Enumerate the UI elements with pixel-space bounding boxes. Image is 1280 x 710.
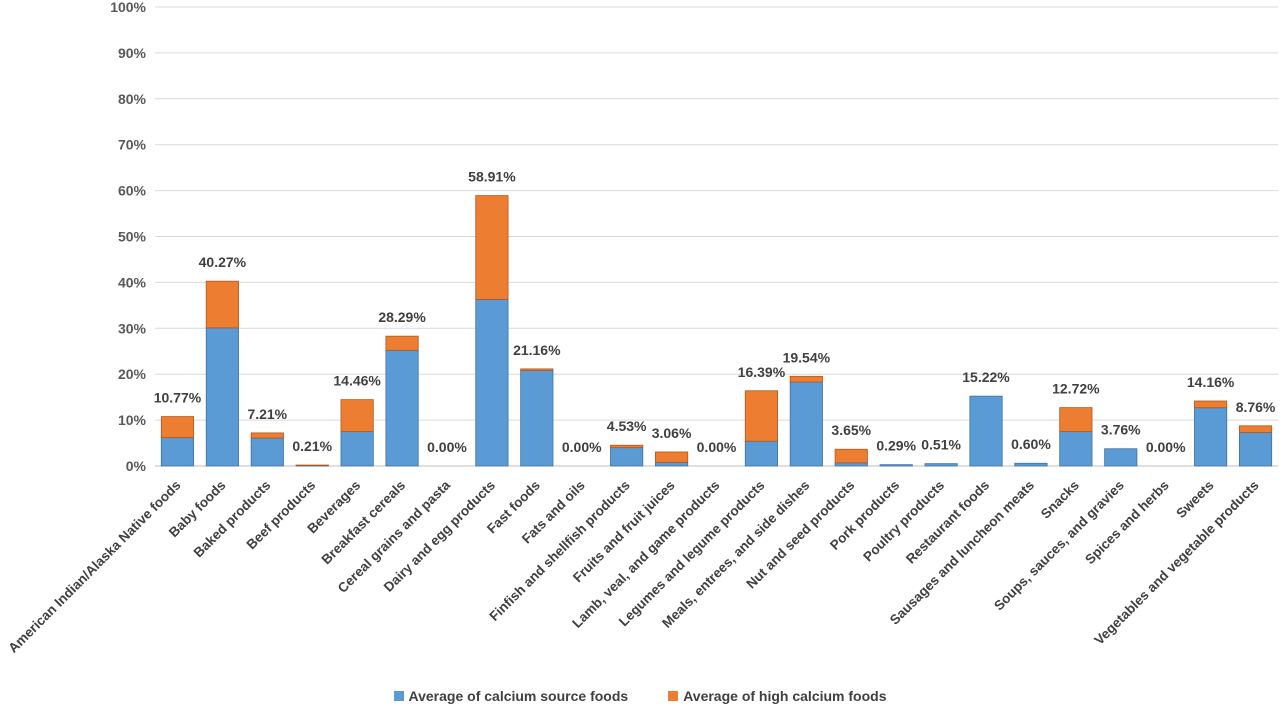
- bar-calcium-source: [1238, 432, 1273, 467]
- data-label-total: 0.00%: [697, 439, 737, 455]
- x-tick-label: Baked products: [191, 478, 274, 561]
- y-tick-label: 20%: [118, 366, 147, 382]
- bar-high-calcium: [655, 451, 689, 463]
- bar-high-calcium: [744, 390, 778, 442]
- x-axis: American Indian/Alaska Native foodsBaby …: [5, 477, 1261, 656]
- data-label-total: 10.77%: [154, 390, 202, 406]
- data-label-total: 0.00%: [562, 439, 602, 455]
- x-tick-label: Poultry products: [860, 478, 947, 565]
- bar-high-calcium: [1194, 400, 1228, 409]
- bar-high-calcium: [610, 444, 644, 449]
- bar-high-calcium: [1238, 425, 1273, 433]
- data-label-total: 14.46%: [333, 373, 381, 389]
- y-tick-label: 50%: [118, 229, 147, 245]
- data-label-total: 3.76%: [1101, 422, 1141, 438]
- data-label-total: 0.60%: [1011, 436, 1051, 452]
- x-tick-label: Restaurant foods: [903, 478, 992, 567]
- bar-calcium-source: [1059, 431, 1093, 467]
- y-tick-label: 10%: [118, 412, 147, 428]
- data-label-total: 19.54%: [783, 349, 831, 365]
- data-label-total: 28.29%: [378, 309, 426, 325]
- data-label-total: 16.39%: [738, 364, 786, 380]
- data-label-total: 0.00%: [427, 439, 467, 455]
- data-label-total: 0.00%: [1146, 439, 1186, 455]
- bar-calcium-source: [520, 370, 554, 467]
- x-tick-label: Snacks: [1038, 478, 1082, 522]
- legend-item-calcium-source: Average of calcium source foods: [393, 688, 629, 704]
- bar-high-calcium: [475, 195, 509, 300]
- data-label-total: 21.16%: [513, 342, 561, 358]
- bar-calcium-source: [879, 464, 913, 467]
- bar-high-calcium: [520, 368, 554, 371]
- bar-high-calcium: [250, 432, 284, 439]
- bar-calcium-source: [834, 462, 868, 467]
- y-tick-label: 70%: [118, 137, 147, 153]
- bar-calcium-source: [1194, 407, 1228, 467]
- legend: Average of calcium source foods Average …: [0, 688, 1280, 704]
- bar-high-calcium: [295, 464, 329, 466]
- bar-calcium-source: [789, 381, 823, 467]
- legend-swatch-high-calcium: [668, 691, 679, 701]
- data-labels: 10.77% 40.27% 7.21% 0.21% 14.46% 28.29% 0.00% 5…: [154, 169, 1276, 455]
- bar-calcium-source: [340, 431, 374, 467]
- data-label-total: 4.53%: [607, 418, 647, 434]
- bar-calcium-source: [1104, 448, 1138, 467]
- x-tick-label: Breakfast cereals: [318, 478, 408, 568]
- bar-calcium-source: [205, 327, 239, 467]
- data-label-total: 3.65%: [831, 422, 871, 438]
- y-tick-label: 30%: [118, 320, 147, 336]
- bar-calcium-source: [655, 461, 689, 467]
- y-tick-label: 40%: [118, 274, 147, 290]
- data-label-total: 7.21%: [247, 406, 287, 422]
- legend-label-calcium-source: Average of calcium source foods: [408, 688, 629, 704]
- data-label-total: 3.06%: [652, 425, 692, 441]
- bar-high-calcium: [340, 399, 374, 432]
- legend-item-high-calcium: Average of high calcium foods: [668, 688, 886, 704]
- bar-calcium-source: [610, 447, 644, 467]
- y-axis: 0% 10% 20% 30% 40% 50% 60% 70% 80% 90% 100%: [110, 0, 146, 474]
- bar-calcium-source: [160, 437, 195, 467]
- bar-calcium-source: [744, 440, 778, 467]
- data-label-total: 14.16%: [1187, 374, 1235, 390]
- bar-high-calcium: [789, 375, 823, 383]
- bar-high-calcium: [205, 280, 239, 329]
- bar-calcium-source: [1014, 462, 1048, 467]
- data-label-total: 0.21%: [292, 438, 332, 454]
- data-label-total: 58.91%: [468, 169, 516, 185]
- bar-high-calcium: [834, 448, 868, 464]
- data-label-total: 0.29%: [876, 438, 916, 454]
- gridlines: [155, 6, 1278, 467]
- data-label-total: 8.76%: [1236, 399, 1276, 415]
- bar-high-calcium: [385, 335, 419, 351]
- y-tick-label: 80%: [118, 91, 147, 107]
- bar-calcium-source: [969, 395, 1003, 467]
- x-tick-label: Sweets: [1173, 478, 1217, 522]
- data-label-total: 40.27%: [199, 254, 247, 270]
- x-tick-label: American Indian/Alaska Native foods: [5, 478, 183, 656]
- data-label-total: 15.22%: [962, 369, 1010, 385]
- x-tick-label: Spices and herbs: [1082, 478, 1172, 568]
- bar-calcium-source: [385, 349, 419, 467]
- y-tick-label: 100%: [110, 0, 146, 15]
- bar-high-calcium: [1059, 407, 1093, 432]
- data-label-total: 0.51%: [921, 437, 961, 453]
- x-tick-label: Vegetables and vegetable products: [1091, 478, 1261, 648]
- stacked-bar-chart: 0% 10% 20% 30% 40% 50% 60% 70% 80% 90% 100% 10.77%…: [5, 0, 1278, 656]
- y-tick-label: 60%: [118, 183, 147, 199]
- y-tick-label: 90%: [118, 45, 147, 61]
- bar-calcium-source: [475, 298, 509, 467]
- legend-label-high-calcium: Average of high calcium foods: [683, 688, 887, 704]
- bars: [160, 195, 1273, 467]
- y-tick-label: 0%: [126, 458, 147, 474]
- bar-calcium-source: [924, 463, 958, 467]
- bar-calcium-source: [250, 437, 284, 467]
- bar-high-calcium: [160, 416, 195, 438]
- legend-swatch-calcium-source: [393, 691, 404, 701]
- data-label-total: 12.72%: [1052, 381, 1100, 397]
